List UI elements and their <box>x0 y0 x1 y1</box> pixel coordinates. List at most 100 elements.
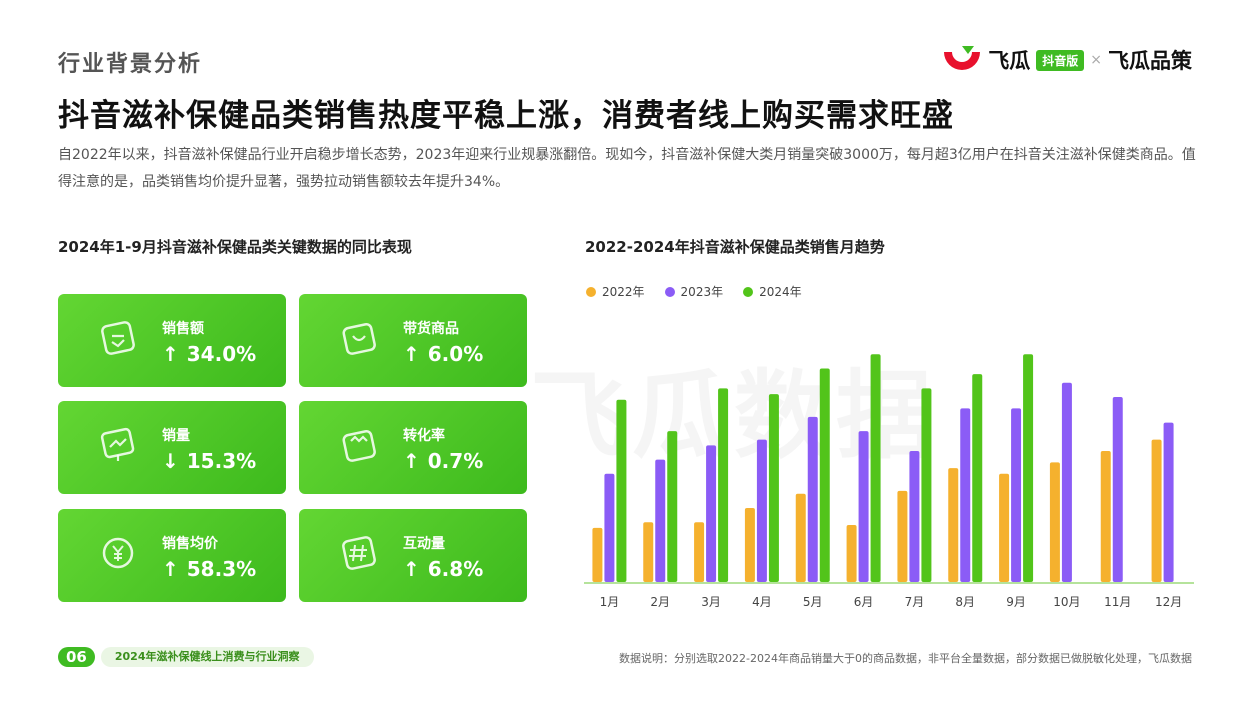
kpi-card-sales-amount: 销售额 ↑ 34.0% <box>58 294 286 387</box>
bar-2022年-1月 <box>592 527 603 582</box>
legend-label: 2024年 <box>759 285 802 299</box>
legend-item-2024: 2024年 <box>743 283 802 300</box>
x-tick-label: 6月 <box>854 595 874 609</box>
kpi-percent: 58.3% <box>186 557 257 581</box>
bar-2022年-7月 <box>897 490 908 582</box>
bar-2023年-3月 <box>706 445 717 582</box>
chart-legend: 2022年 2023年 2024年 <box>586 283 802 300</box>
kpi-card-products: 带货商品 ↑ 6.0% <box>299 294 527 387</box>
bar-2022年-12月 <box>1151 439 1162 582</box>
bar-2022年-11月 <box>1100 451 1111 582</box>
legend-item-2022: 2022年 <box>586 283 645 300</box>
legend-dot <box>586 286 596 297</box>
bar-2022年-8月 <box>948 468 959 582</box>
box-icon <box>342 430 376 462</box>
kpi-label: 销售均价 <box>162 536 218 552</box>
bar-2023年-12月 <box>1163 422 1174 582</box>
bar-2022年-5月 <box>795 493 806 582</box>
bar-2024年-4月 <box>768 394 779 582</box>
kpi-percent: 0.7% <box>427 449 484 473</box>
bar-2022年-10月 <box>1049 462 1060 582</box>
kpi-value: ↑ 0.7% <box>403 449 483 473</box>
logo-separator: × <box>1090 52 1102 68</box>
up-arrow-icon: ↑ <box>162 557 179 581</box>
kpi-card-average-price: 销售均价 ↑ 58.3% <box>58 509 286 602</box>
logo-text-pince: 飞瓜品策 <box>1108 49 1192 73</box>
footer-page-badge: 06 2024年滋补保健线上消费与行业洞察 <box>58 647 314 667</box>
bar-2023年-1月 <box>604 473 615 582</box>
legend-item-2023: 2023年 <box>664 283 724 300</box>
legend-label: 2023年 <box>680 285 724 299</box>
kpi-card-sales-volume: 销量 ↓ 15.3% <box>58 401 286 494</box>
x-tick-label: 8月 <box>955 595 975 609</box>
up-arrow-icon: ↑ <box>403 557 420 581</box>
kpi-label: 销售额 <box>162 321 204 337</box>
x-tick-label: 7月 <box>905 595 925 609</box>
kpi-value: ↑ 6.0% <box>403 342 483 366</box>
kpi-label: 互动量 <box>403 536 445 552</box>
legend-label: 2022年 <box>602 285 645 299</box>
bar-2023年-2月 <box>655 459 666 582</box>
bar-2023年-10月 <box>1061 382 1072 582</box>
bar-2023年-5月 <box>807 416 818 582</box>
bar-2024年-7月 <box>921 388 932 582</box>
up-arrow-icon: ↑ <box>403 342 420 366</box>
x-tick-label: 5月 <box>803 595 823 609</box>
bar-2023年-8月 <box>960 408 971 582</box>
kpi-value: ↑ 58.3% <box>162 557 256 581</box>
kpi-percent: 15.3% <box>186 449 257 473</box>
logo-badge: 抖音版 <box>1036 49 1085 71</box>
bar-2022年-9月 <box>999 473 1010 582</box>
bar-2023年-6月 <box>858 431 869 582</box>
logo-text-feigua: 飞瓜 <box>988 49 1031 73</box>
section-title: 行业背景分析 <box>58 52 203 77</box>
legend-dot <box>743 286 754 297</box>
up-arrow-icon: ↑ <box>162 342 179 366</box>
kpi-value: ↑ 6.8% <box>403 557 483 581</box>
data-footnote: 数据说明：分别选取2022-2024年商品销量大于0的商品数据，非平台全量数据，… <box>619 652 1192 665</box>
kpi-card-conversion-rate: 转化率 ↑ 0.7% <box>299 401 527 494</box>
down-arrow-icon: ↓ <box>162 449 179 473</box>
x-tick-label: 9月 <box>1006 595 1026 609</box>
bar-2022年-6月 <box>846 525 857 582</box>
x-tick-label: 10月 <box>1053 595 1080 609</box>
document-check-icon <box>101 321 135 355</box>
kpi-label: 转化率 <box>403 428 445 444</box>
kpi-value: ↑ 34.0% <box>162 342 256 366</box>
bar-2024年-2月 <box>667 431 678 582</box>
kpi-value: ↓ 15.3% <box>162 449 256 473</box>
bar-2022年-3月 <box>694 522 705 582</box>
brand-logo: 飞瓜 抖音版 × 飞瓜品策 <box>942 42 1192 78</box>
page-title: 抖音滋补保健品类销售热度平稳上涨，消费者线上购买需求旺盛 <box>58 98 954 134</box>
bar-chart: 1月 2月 3月 4月 5月 6月 7月 8月 9月 10月 11月 12月 <box>584 354 1194 609</box>
bar-2023年-9月 <box>1011 408 1022 582</box>
bar-2024年-3月 <box>718 388 729 582</box>
trend-board-icon <box>100 427 135 461</box>
intro-paragraph: 自2022年以来，抖音滋补保健品行业开启稳步增长态势，2023年迎来行业规暴涨翻… <box>58 147 1196 190</box>
bar-2024年-5月 <box>819 368 830 582</box>
bar-2024年-6月 <box>870 354 881 582</box>
report-title: 2024年滋补保健线上消费与行业洞察 <box>100 647 314 667</box>
chart-title: 2022-2024年抖音滋补保健品类销售月趋势 <box>585 238 885 256</box>
kpi-section-title: 2024年1-9月抖音滋补保健品类关键数据的同比表现 <box>58 238 412 256</box>
kpi-label: 销量 <box>162 428 190 444</box>
x-tick-label: 2月 <box>650 595 670 609</box>
up-arrow-icon: ↑ <box>403 449 420 473</box>
legend-dot <box>664 286 675 297</box>
bar-2022年-2月 <box>643 522 654 582</box>
melon-logo-icon <box>944 46 981 70</box>
x-tick-label: 4月 <box>752 595 772 609</box>
x-tick-label: 11月 <box>1104 595 1131 609</box>
x-tick-label: 12月 <box>1155 595 1182 609</box>
bar-2023年-11月 <box>1112 396 1123 582</box>
bar-2022年-4月 <box>744 507 755 582</box>
x-tick-label: 3月 <box>701 595 721 609</box>
x-tick-label: 1月 <box>600 595 620 609</box>
kpi-percent: 6.8% <box>427 557 484 581</box>
hashtag-icon <box>342 536 376 570</box>
yen-coin-icon <box>102 537 134 569</box>
bar-2023年-4月 <box>756 439 767 582</box>
kpi-card-engagement: 互动量 ↑ 6.8% <box>299 509 527 602</box>
kpi-label: 带货商品 <box>403 321 459 337</box>
shopping-bag-icon <box>342 323 376 355</box>
